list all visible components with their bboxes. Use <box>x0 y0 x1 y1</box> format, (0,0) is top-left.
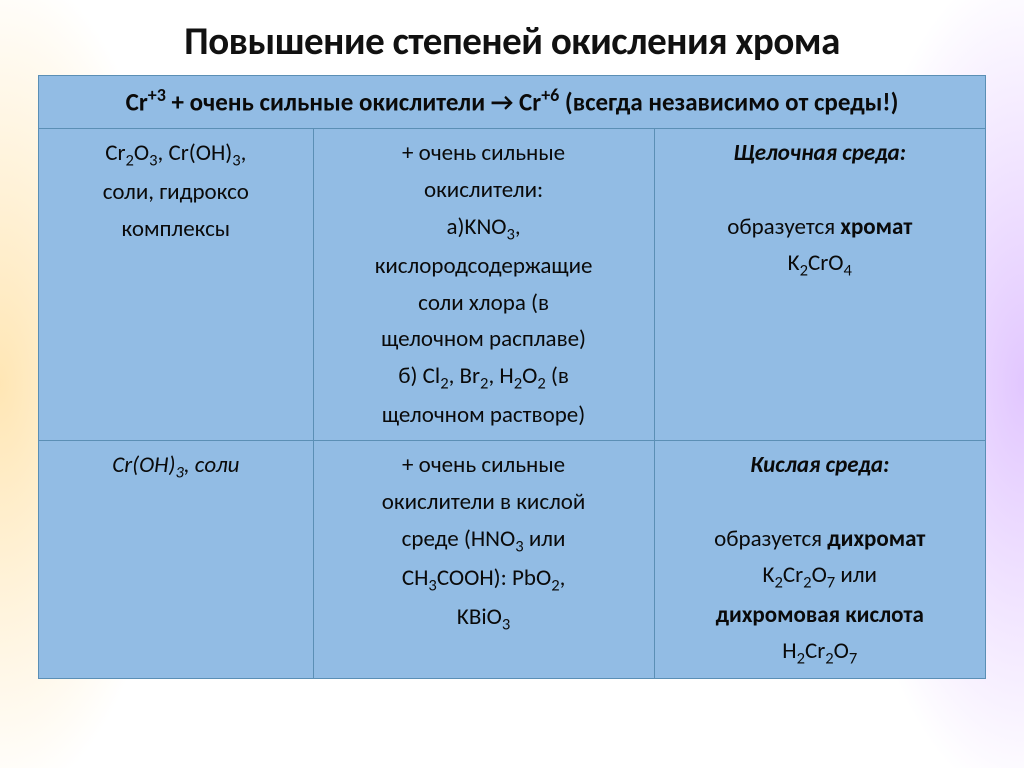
r1b-l2: окислители: <box>424 176 543 204</box>
r1b-l7s1: 2 <box>440 374 448 394</box>
row2-substrates: Cr(OH)3, соли <box>39 441 314 679</box>
r1b-l7c: , H <box>488 362 513 390</box>
r1a-l1d: , <box>241 139 247 167</box>
r1a-l2: соли, гидроксо <box>103 178 249 206</box>
r2c-l2c: O <box>812 561 827 589</box>
row2-result: Кислая среда: образуется дихромат K2Cr2O… <box>654 441 985 679</box>
table-header: Cr+3 + очень сильные окислители → Cr+6 (… <box>39 76 986 129</box>
table-row: Cr(OH)3, соли + очень сильные окислители… <box>39 441 986 679</box>
table-row: Cr2O3, Cr(OH)3, соли, гидроксо комплексы… <box>39 129 986 441</box>
r1a-l1s3: 3 <box>232 151 240 171</box>
r1b-l7s3: 2 <box>514 374 522 394</box>
r2c-l2s1: 2 <box>774 573 782 593</box>
slide-title: Повышение степеней окисления хрома <box>38 18 986 65</box>
r2c-l1b: дихромат <box>827 525 925 553</box>
r2c-l4s3: 7 <box>849 649 857 669</box>
r2c-l1a: образуется <box>714 525 827 553</box>
r1b-l3a: a)KNO <box>447 213 507 241</box>
r1b-l7a: б) Cl <box>398 362 440 390</box>
r1b-l7e: (в <box>546 362 569 390</box>
r2c-l4a: H <box>782 637 796 665</box>
hdr-tail: (всегда независимо от среды!) <box>559 86 898 117</box>
hdr-charge1: +3 <box>148 84 166 106</box>
r1b-l5: соли хлора (в <box>418 289 549 317</box>
r2b-l4a: CH <box>402 564 429 592</box>
r2b-l4b: COOH): PbO <box>437 564 551 592</box>
r1b-l7s4: 2 <box>537 374 545 394</box>
hdr-cr1: Cr <box>126 86 148 117</box>
r2c-l4c: O <box>834 637 849 665</box>
r2c-l2b: Cr <box>783 561 803 589</box>
r1c-l1a: образуется <box>727 213 840 241</box>
r2b-l3a: среде (HNO <box>402 525 516 553</box>
r2b-l1: + очень сильные <box>402 451 565 479</box>
r1b-l6: щелочном расплаве) <box>381 325 586 353</box>
table-header-row: Cr+3 + очень сильные окислители → Cr+6 (… <box>39 76 986 129</box>
r2b-l3s: 3 <box>515 536 523 556</box>
r1b-l3b: , <box>515 213 521 241</box>
r1b-l7b: , Br <box>449 362 480 390</box>
r2b-l2: окислители в кислой <box>382 488 586 516</box>
r2c-l4s1: 2 <box>797 649 805 669</box>
r1b-l4: кислородсодержащие <box>375 252 593 280</box>
r2b-l5a: KBiO <box>457 603 502 631</box>
oxidation-table: Cr+3 + очень сильные окислители → Cr+6 (… <box>38 75 986 679</box>
r2a-l1a: Cr(OH) <box>112 451 175 479</box>
r1a-l1b: O <box>134 139 149 167</box>
r2c-l2s3: 7 <box>827 573 835 593</box>
r1c-env: Щелочная среда: <box>734 139 906 167</box>
r1c-l2s1: 2 <box>800 261 808 281</box>
r2b-l5s: 3 <box>502 614 510 634</box>
r2b-l4s1: 3 <box>428 575 436 595</box>
r1b-l8: щелочном растворе) <box>382 401 585 429</box>
r1c-l2b: CrO <box>808 249 844 277</box>
row1-substrates: Cr2O3, Cr(OH)3, соли, гидроксо комплексы <box>39 129 314 441</box>
r1c-l2a: K <box>788 249 800 277</box>
r2c-l2d: или <box>835 561 877 589</box>
row1-result: Щелочная среда: образуется хромат K2CrO4 <box>654 129 985 441</box>
r2c-l2s2: 2 <box>803 573 811 593</box>
r1a-l1s1: 2 <box>126 151 134 171</box>
r2c-l2a: K <box>763 561 775 589</box>
r2c-l3: дихромовая кислота <box>716 601 924 629</box>
row2-oxidizers: + очень сильные окислители в кислой сред… <box>313 441 654 679</box>
r2c-env: Кислая среда: <box>750 451 889 479</box>
r2b-l3b: или <box>524 525 566 553</box>
r1a-l1s2: 3 <box>149 151 157 171</box>
r2a-l1b: , соли <box>184 451 240 479</box>
row1-oxidizers: + очень сильные окислители: a)KNO3, кисл… <box>313 129 654 441</box>
r2b-l4c: , <box>560 564 566 592</box>
r2b-l4s2: 2 <box>551 575 559 595</box>
r1c-l1b: хромат <box>840 213 912 241</box>
hdr-mid: + очень сильные окислители → Cr <box>166 86 541 117</box>
r1b-l7d: O <box>522 362 537 390</box>
r1b-l3s: 3 <box>507 224 515 244</box>
r1a-l1a: Cr <box>105 139 125 167</box>
hdr-charge2: +6 <box>541 84 559 106</box>
r2c-l4s2: 2 <box>825 649 833 669</box>
r1c-l2s2: 4 <box>844 261 852 281</box>
slide: Повышение степеней окисления хрома Cr+3 … <box>0 0 1024 768</box>
r1b-l1: + очень сильные <box>402 139 565 167</box>
r2c-l4b: Cr <box>805 637 825 665</box>
r1a-l3: комплексы <box>121 215 230 243</box>
r2a-l1s: 3 <box>175 463 183 483</box>
r1a-l1c: , Cr(OH) <box>158 139 233 167</box>
